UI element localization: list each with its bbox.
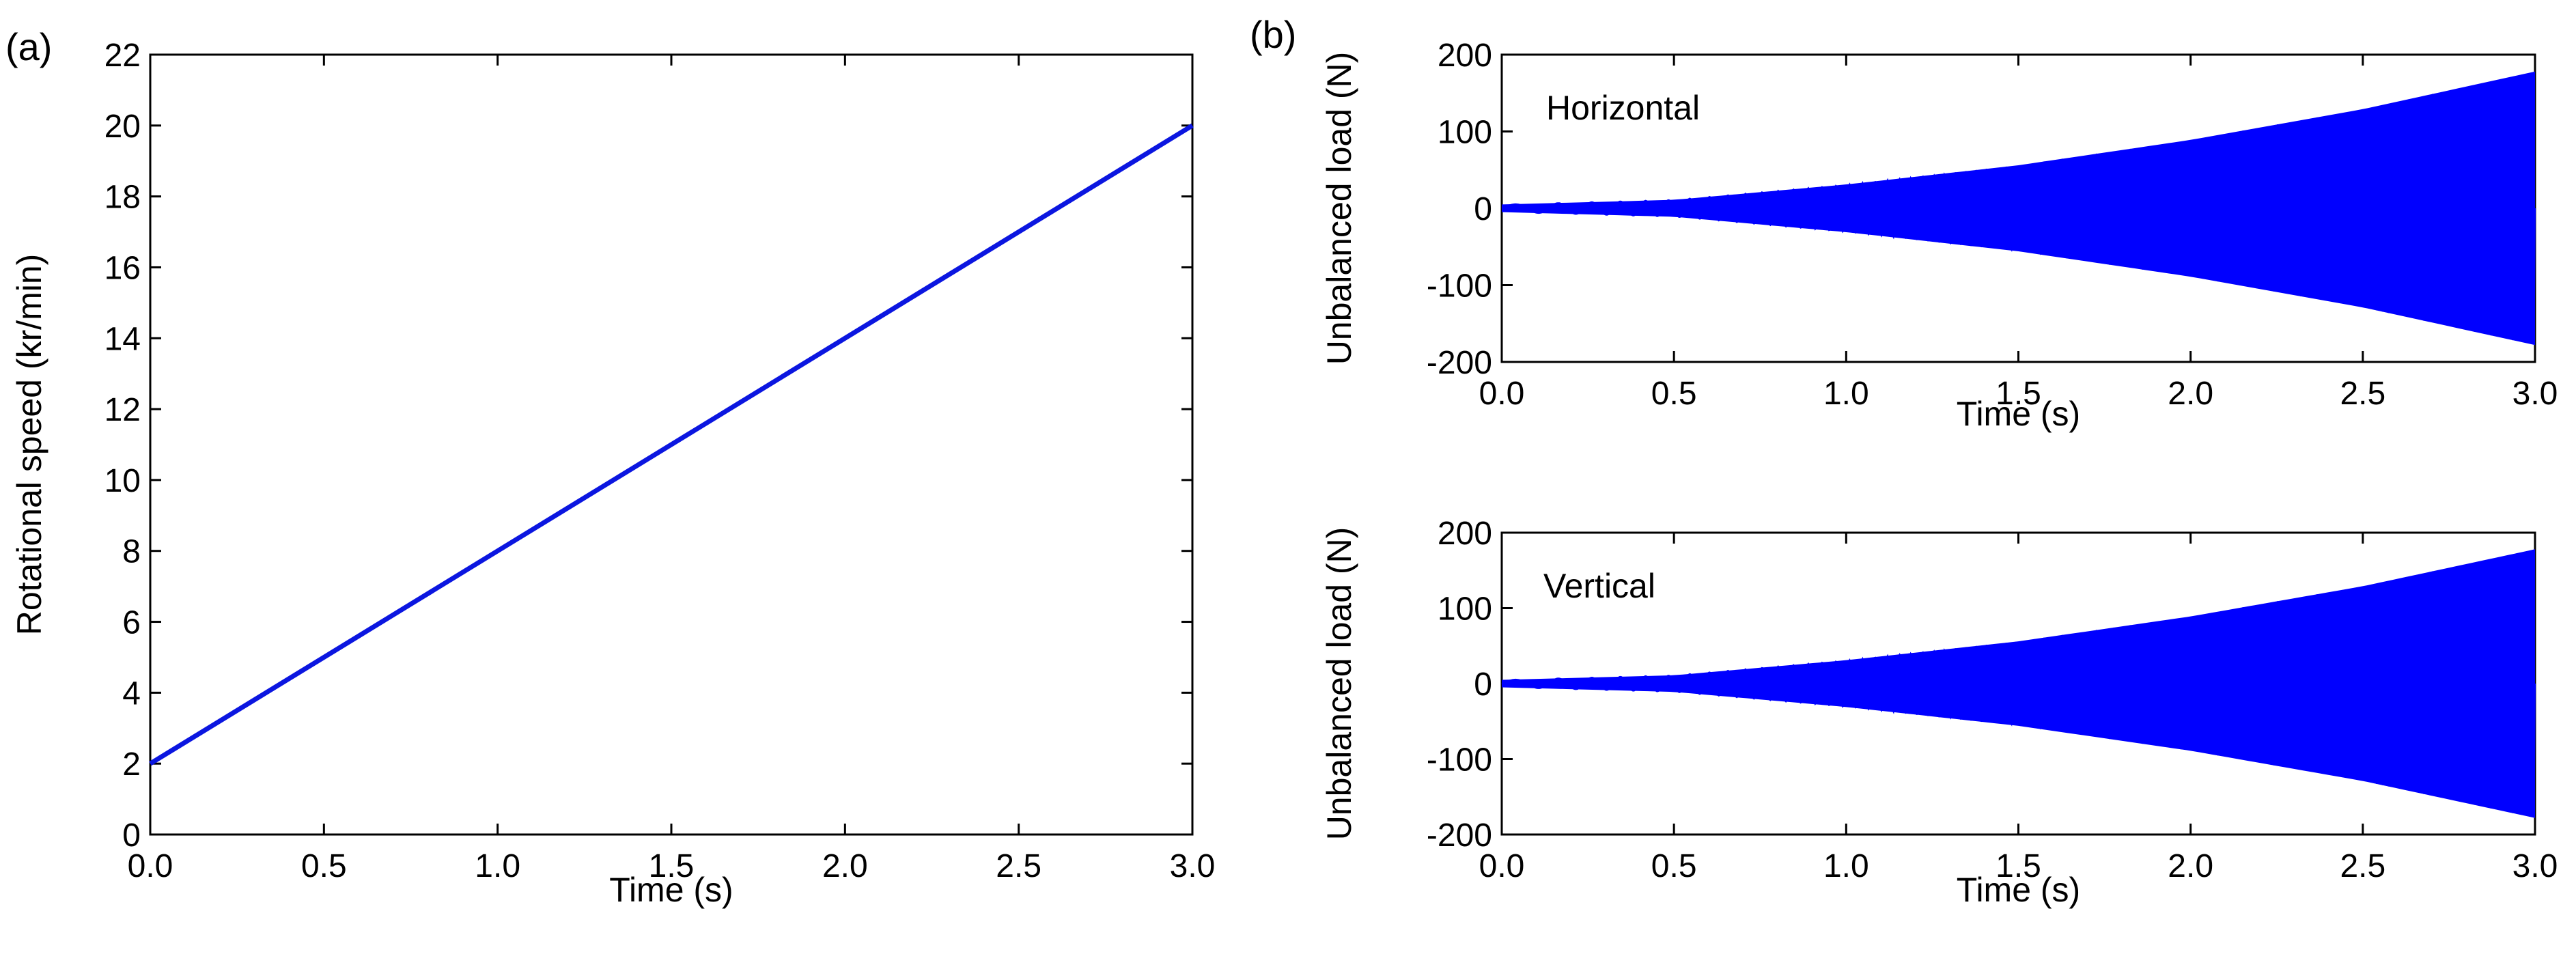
x-tick-label: 0.0 [1479, 848, 1525, 884]
x-tick-label: 1.0 [1823, 848, 1869, 884]
x-tick-label: 2.0 [2168, 848, 2213, 884]
series-waveform [1501, 76, 2536, 341]
x-tick-label: 0.5 [301, 848, 347, 884]
x-tick-label: 1.0 [475, 848, 520, 884]
y-axis-label: Unbalanced load (N) [1320, 52, 1358, 365]
y-axis-label: Unbalanced load (N) [1320, 527, 1358, 841]
chart-unbalanced-load-vertical: 0.0 0.5 1.0 1.5 2.0 2.5 3.0 200 100 0 -100 -200 Time… [1320, 516, 2558, 909]
x-tick-label: 2.5 [2340, 848, 2385, 884]
x-axis-label: Time (s) [1957, 395, 2080, 433]
y-tick-label: -200 [1427, 345, 1492, 381]
y-tick-label: -100 [1427, 268, 1492, 305]
panel-label-a: (a) [5, 25, 52, 68]
y-tick-label: 0 [1474, 667, 1492, 703]
x-tick-label: 2.5 [996, 848, 1041, 884]
y-tick-label: -100 [1427, 742, 1492, 779]
x-tick-label: 0.5 [1651, 376, 1697, 412]
x-tick-label: 2.0 [822, 848, 868, 884]
y-tick-label: 0 [1474, 191, 1492, 227]
y-tick-label: 22 [104, 38, 141, 74]
y-tick-label: 2 [122, 746, 141, 783]
x-tick-label: 1.5 [649, 848, 695, 884]
chart-rotational-speed: 0.0 0.5 1.0 1.5 2.0 2.5 3.0 0 2 4 6 8 10 12 14 16 18 20 22… [10, 38, 1215, 909]
x-tick-label: 1.5 [1996, 376, 2041, 412]
y-axis-label: Rotational speed (kr/min) [10, 254, 48, 636]
y-tick-label: 4 [122, 675, 141, 712]
y-tick-label: 100 [1438, 591, 1492, 628]
x-tick-label: 3.0 [1170, 848, 1216, 884]
panel-label-b: (b) [1250, 13, 1296, 56]
x-axis-label: Time (s) [609, 871, 733, 909]
y-tick-label: 10 [104, 463, 141, 499]
x-tick-label: 1.0 [1823, 376, 1869, 412]
x-tick-label: 1.5 [1996, 848, 2041, 884]
x-tick-label: 3.0 [2512, 848, 2558, 884]
x-tick-label: 2.5 [2340, 376, 2385, 412]
panel-annotation: Vertical [1543, 567, 1655, 605]
y-tick-label: 12 [104, 392, 141, 428]
y-tick-label: 14 [104, 321, 141, 357]
y-tick-label: 20 [104, 109, 141, 145]
y-tick-label: 16 [104, 250, 141, 286]
y-tick-label: 200 [1438, 38, 1492, 74]
panel-annotation: Horizontal [1546, 89, 1700, 127]
series-line [149, 123, 1194, 766]
y-tick-label: -200 [1427, 817, 1492, 854]
y-tick-label: 6 [122, 605, 141, 641]
series-waveform [1501, 554, 2536, 813]
y-tick-label: 8 [122, 534, 141, 570]
x-axis-label: Time (s) [1957, 871, 2080, 909]
x-tick-label: 0.0 [1479, 376, 1525, 412]
chart-unbalanced-load-horizontal: 0.0 0.5 1.0 1.5 2.0 2.5 3.0 200 100 0 -100 -200 Time… [1320, 38, 2558, 433]
y-tick-label: 200 [1438, 516, 1492, 552]
y-tick-label: 0 [122, 817, 141, 854]
x-tick-label: 3.0 [2512, 376, 2558, 412]
x-tick-label: 0.5 [1651, 848, 1697, 884]
x-tick-label: 0.0 [128, 848, 173, 884]
x-tick-label: 2.0 [2168, 376, 2213, 412]
y-tick-label: 100 [1438, 115, 1492, 151]
y-tick-label: 18 [104, 180, 141, 216]
